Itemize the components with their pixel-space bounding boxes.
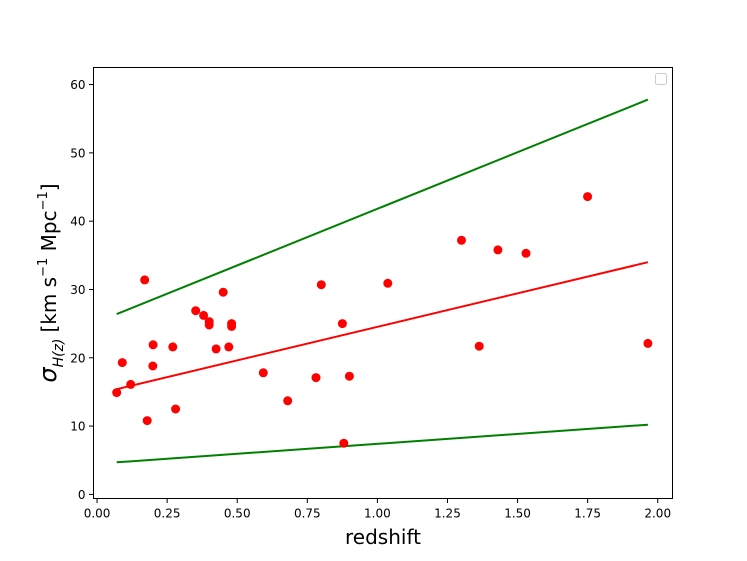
data-point — [457, 235, 466, 245]
data-point — [218, 287, 228, 297]
lower-line — [116, 423, 648, 464]
data-point — [140, 275, 150, 285]
data-point — [337, 319, 347, 329]
data-point — [521, 248, 531, 258]
series-layer — [116, 98, 649, 464]
x-axis-ticks: 0.00 0.25 0.50 0.75 1.00 1.25 1.50 1.75 2.00 — [84, 498, 671, 521]
data-point — [383, 278, 393, 288]
data-point — [168, 342, 178, 352]
y-tick-label: 40 — [70, 215, 85, 229]
data-point — [211, 344, 221, 354]
fit-line — [116, 261, 649, 391]
x-tick-label: 1.50 — [504, 507, 531, 521]
data-point — [474, 341, 484, 351]
data-point — [204, 317, 214, 327]
data-point — [258, 368, 268, 378]
data-point — [171, 404, 181, 414]
data-point — [148, 361, 158, 371]
y-label-units-close: ] — [37, 183, 61, 191]
x-axis-label: redshift — [345, 525, 421, 549]
y-label-exponent-1: −1 — [36, 258, 51, 277]
x-tick-label: 0.50 — [224, 507, 251, 521]
data-point — [493, 245, 503, 255]
data-point — [583, 192, 593, 202]
x-tick-label: 1.25 — [434, 507, 461, 521]
y-label-sigma: σ — [34, 367, 62, 383]
data-point — [224, 342, 234, 352]
data-point — [199, 310, 209, 320]
y-tick-label: 0 — [78, 488, 86, 502]
x-tick-label: 0.75 — [294, 507, 321, 521]
data-point — [283, 396, 293, 406]
data-point — [142, 416, 152, 426]
y-tick-label: 50 — [70, 146, 85, 160]
y-axis-label: σH(z)[km s−1 Mpc−1] — [34, 183, 67, 382]
y-axis-ticks: 0 10 20 30 40 50 60 — [70, 78, 94, 502]
x-tick-label: 0.25 — [154, 507, 181, 521]
data-point — [227, 319, 237, 329]
data-point — [148, 340, 158, 350]
y-label-units-mpc: Mpc — [37, 210, 61, 257]
y-label-exponent-2: −1 — [36, 191, 51, 210]
upper-line — [116, 98, 649, 316]
x-tick-label: 1.75 — [574, 507, 601, 521]
data-point — [126, 379, 136, 389]
plot-background — [93, 67, 673, 499]
y-tick-label: 20 — [70, 351, 85, 365]
data-point — [112, 388, 122, 398]
x-tick-label: 0.00 — [84, 507, 111, 521]
data-point — [311, 373, 321, 383]
data-point — [344, 371, 354, 381]
y-label-subscript: H(z) — [51, 339, 67, 368]
data-point — [191, 306, 201, 316]
legend-box — [655, 73, 667, 85]
data-point — [117, 358, 127, 368]
data-point — [643, 338, 653, 348]
y-tick-label: 10 — [70, 420, 85, 434]
y-label-units-open: [km s — [37, 277, 61, 333]
x-tick-label: 2.00 — [644, 507, 671, 521]
points-layer — [112, 192, 653, 448]
x-tick-label: 1.00 — [364, 507, 391, 521]
y-tick-label: 30 — [70, 283, 85, 297]
y-tick-label: 60 — [70, 78, 85, 92]
data-point — [339, 438, 349, 448]
plot-frame — [93, 67, 673, 499]
data-point — [316, 280, 326, 290]
